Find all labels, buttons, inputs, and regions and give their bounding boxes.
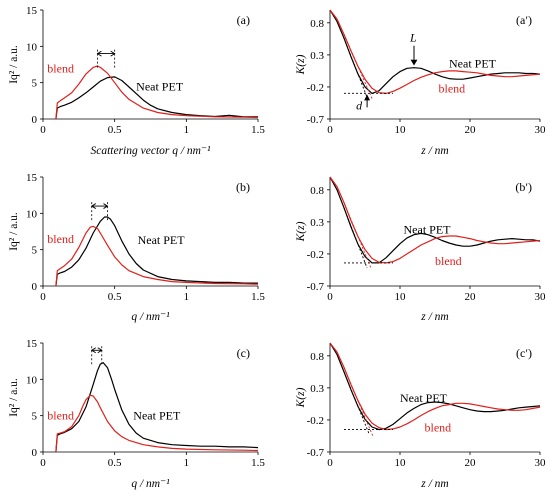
panel-5-y-tick-label: 0: [32, 447, 38, 459]
panel-2-x-label: z / nm: [420, 145, 448, 157]
panel-1-y-tick-label: 5: [32, 78, 38, 90]
panel-2-series-neat-pet-label: Neat PET: [449, 57, 497, 71]
panel-2-panel-label: (a′): [516, 13, 532, 27]
panel-4-series-blend-label: blend: [435, 254, 462, 268]
panel-5-y-tick-label: 5: [32, 411, 38, 423]
panel-6-y-tick-label: 0.3: [310, 383, 324, 395]
panel-5-x-tick-label: 0.5: [108, 457, 122, 469]
panel-4-y-tick-label: -0.2: [307, 249, 324, 261]
panel-5-y-tick-label: 10: [26, 374, 38, 386]
panel-1-x-tick-label: 1: [184, 124, 190, 136]
panel-2-x-tick-label: 10: [395, 124, 407, 136]
panel-2-y-tick-label: 0.8: [310, 18, 324, 30]
panel-4-y-tick-label: 0.8: [310, 185, 324, 197]
panel-5-panel-label: (c): [237, 346, 250, 360]
panel-2-d-arrowhead: [364, 94, 370, 101]
panel-3-y-tick-label: 0: [32, 281, 38, 293]
panel-2-series-blend-label: blend: [439, 82, 466, 96]
panel-4-y-label: K(z): [295, 221, 307, 242]
panel-5-series-neat-pet-line: [55, 362, 259, 453]
panel-3-y-label: Iq² / a.u.: [8, 212, 20, 251]
panel-5-x-tick-label: 0: [40, 457, 46, 469]
panel-6-series-blend-line: [329, 342, 541, 431]
panel-3-panel-label: (b): [236, 180, 250, 194]
panel-2-L-arrowhead: [410, 59, 418, 66]
panel-1-series-blend-line: [55, 65, 259, 120]
panel-4-tangent-neat: [343, 207, 368, 269]
panel-2-series-neat-pet-line: [329, 9, 541, 95]
panel-3-y-tick-label: 10: [26, 208, 38, 220]
panel-1-series-neat-pet-label: Neat PET: [136, 80, 184, 94]
panel-1-x-tick-label: 0.5: [108, 124, 122, 136]
panel-6-x-tick-label: 10: [395, 457, 407, 469]
panel-4-y-tick-label: -0.7: [307, 281, 325, 293]
panel-6-x-tick-label: 20: [465, 457, 477, 469]
panel-5-series-blend-label: blend: [47, 408, 74, 422]
panel-3-series-neat-pet-line: [55, 216, 258, 287]
panel-3-x-tick-label: 1.5: [251, 291, 265, 303]
panel-4-y-tick-label: 0.3: [310, 217, 324, 229]
panel-1-y-tick-label: 0: [32, 114, 38, 126]
panel-3-x-tick-label: 1: [184, 291, 190, 303]
panel-5-x-tick-label: 1.5: [251, 457, 265, 469]
panel-3-x-tick-label: 0: [40, 291, 46, 303]
panel-2-tangent-neat: [343, 38, 368, 99]
panel-2-x-tick-label: 20: [465, 124, 477, 136]
panel-3-x-tick-label: 0.5: [108, 291, 122, 303]
panel-6-y-label: K(z): [295, 387, 307, 408]
panel-2-y-tick-label: -0.7: [307, 114, 325, 126]
panel-6-series-neat-pet-label: Neat PET: [400, 391, 448, 405]
panel-4-x-tick-label: 10: [395, 291, 407, 303]
panel-4-x-tick-label: 20: [465, 291, 477, 303]
panel-2-x-tick-label: 30: [535, 124, 547, 136]
panel-1-series-blend-label: blend: [47, 61, 74, 75]
panel-4-x-tick-label: 0: [327, 291, 333, 303]
panel-6-y-tick-label: -0.7: [307, 447, 325, 459]
panel-5-series-neat-pet-label: Neat PET: [133, 408, 181, 422]
panel-6-y-tick-label: 0.8: [310, 351, 324, 363]
panel-5-x-label: q / nm⁻¹: [131, 478, 170, 490]
panel-1-x-label: Scattering vector q / nm⁻¹: [90, 145, 211, 157]
panel-5-x-tick-label: 1: [184, 457, 190, 469]
panel-3-y-tick-label: 5: [32, 245, 38, 257]
panel-2-L-label: L: [409, 31, 417, 45]
panel-4-series-neat-pet-line: [329, 176, 541, 264]
panel-2-y-tick-label: 0.3: [310, 50, 324, 62]
panel-4-x-label: z / nm: [420, 311, 448, 323]
panel-6-series-neat-pet-line: [329, 342, 541, 431]
panel-1-x-tick-label: 0: [40, 124, 46, 136]
panel-3-series-blend-line: [55, 225, 259, 287]
panel-6-tangent-blend: [343, 367, 374, 437]
panel-2-d-label: d: [356, 98, 363, 112]
panel-2-series-blend-line: [329, 9, 541, 95]
panel-1-x-tick-label: 1.5: [251, 124, 265, 136]
panel-5-y-label: Iq² / a.u.: [8, 378, 20, 417]
panel-1-y-tick-label: 10: [26, 41, 38, 53]
panel-2-x-tick-label: 0: [327, 124, 333, 136]
panel-6-tangent-neat: [343, 371, 370, 435]
panel-6-series-blend-label: blend: [425, 420, 452, 434]
panel-3-series-neat-pet-label: Neat PET: [138, 233, 186, 247]
panel-1-y-tick-label: 15: [26, 5, 38, 17]
panel-3-x-label: q / nm⁻¹: [131, 311, 170, 323]
panel-2-y-label: K(z): [295, 54, 307, 75]
panel-3-series-blend-label: blend: [47, 232, 74, 246]
panel-1-y-label: Iq² / a.u.: [8, 45, 20, 84]
panel-4-x-tick-label: 30: [535, 291, 547, 303]
panel-2-y-tick-label: -0.2: [307, 82, 324, 94]
panel-4-series-blend-line: [329, 176, 541, 264]
panel-1-panel-label: (a): [237, 13, 250, 27]
panel-6-y-tick-label: -0.2: [307, 415, 324, 427]
panel-6-panel-label: (c′): [516, 346, 532, 360]
panel-3-y-tick-label: 15: [26, 172, 38, 184]
panel-5-series-blend-line: [55, 394, 259, 453]
panel-4-tangent-blend: [343, 202, 372, 270]
panel-6-x-tick-label: 0: [327, 457, 333, 469]
panel-6-x-label: z / nm: [420, 478, 448, 490]
panel-4-panel-label: (b′): [515, 180, 532, 194]
panel-4-series-neat-pet-label: Neat PET: [404, 222, 452, 236]
panel-6-x-tick-label: 30: [535, 457, 547, 469]
panel-5-y-tick-label: 15: [26, 338, 38, 350]
